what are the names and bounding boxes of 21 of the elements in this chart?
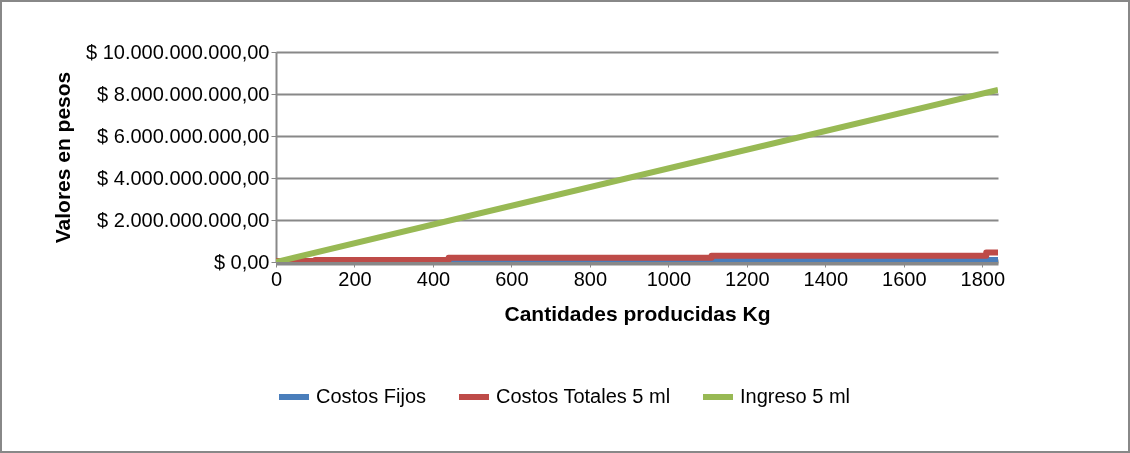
x-axis-title: Cantidades producidas Kg (504, 301, 771, 325)
y-tick-label: $ 4.000.000.000,00 (97, 166, 270, 189)
y-tick-label: $ 6.000.000.000,00 (97, 124, 270, 147)
y-tick-label: $ 10.000.000.000,00 (85, 40, 270, 63)
x-tick-label: 1600 (882, 267, 927, 290)
x-tick-label: 800 (573, 267, 608, 290)
legend-label: Costos Totales 5 ml (496, 385, 671, 407)
x-tick-label: 1200 (725, 267, 770, 290)
x-tick-label: 0 (270, 267, 283, 290)
legend-label: Costos Fijos (316, 385, 427, 407)
y-tick-label: $ 2.000.000.000,00 (97, 208, 270, 231)
legend-label: Ingreso 5 ml (740, 385, 851, 407)
x-tick-label: 400 (416, 267, 451, 290)
x-tick-label: 200 (338, 267, 372, 290)
x-tick-label: 1400 (803, 267, 849, 290)
x-tick-label: 600 (495, 267, 529, 290)
y-tick-label: $ 8.000.000.000,00 (97, 82, 270, 105)
y-tick-label: $ 0,00 (213, 250, 270, 273)
y-axis-title: Valores en pesos (50, 71, 74, 244)
x-tick-label: 1000 (646, 267, 692, 290)
x-tick-label: 1800 (960, 267, 1006, 290)
